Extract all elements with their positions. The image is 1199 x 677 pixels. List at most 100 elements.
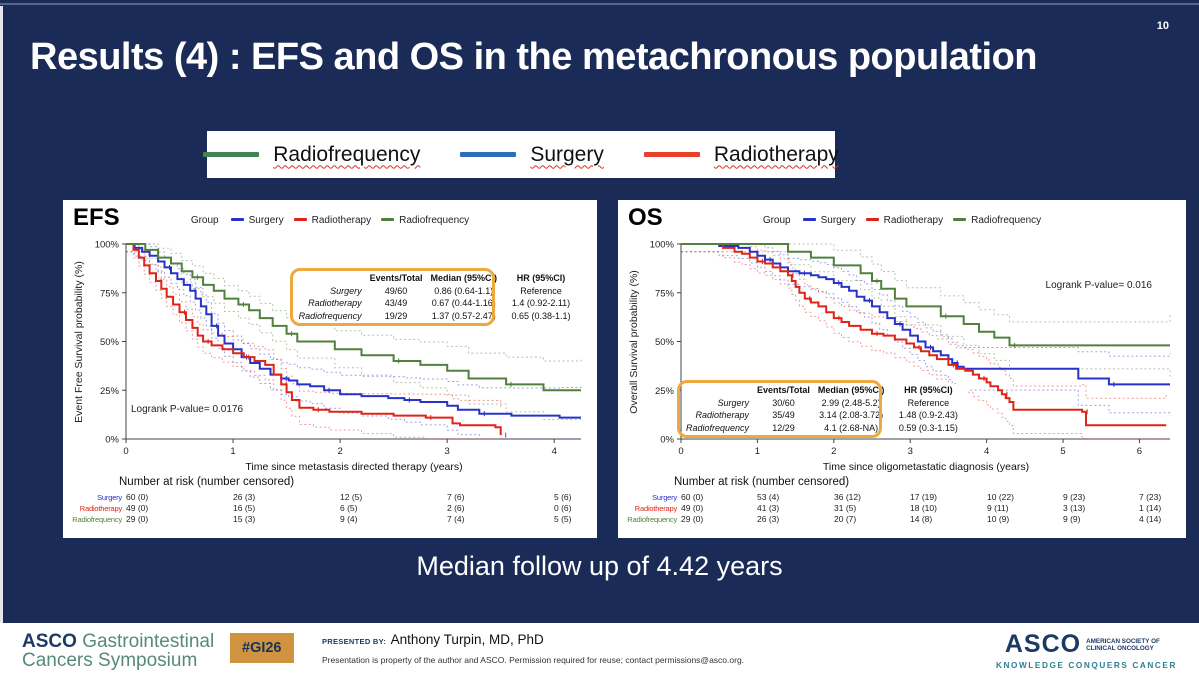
risk-value: 5 (6) — [554, 492, 572, 502]
stats-cell: 1.48 (0.9-2.43) — [898, 410, 958, 420]
axes — [122, 243, 581, 443]
stats-row: Surgery 49/60 0.86 (0.64-1.1) Reference — [295, 285, 581, 298]
group-legend-name: Radiotherapy — [883, 215, 944, 226]
stats-cell: Radiotherapy — [308, 298, 362, 308]
efs-risk-table-title: Number at risk (number censored) — [119, 476, 295, 488]
stats-header-cell: HR (95%CI) — [516, 273, 566, 283]
x-tick-label: 6 — [1137, 446, 1142, 457]
stats-cell: Radiofrequency — [298, 310, 362, 321]
risk-row-surgery: Surgery 60 (0) 26 (3) 12 (5) 7 (6) 5 (6) — [71, 492, 589, 503]
stats-row: Radiotherapy 43/49 0.67 (0.44-1.16) 1.4 (0.… — [295, 297, 581, 310]
y-axis-label: Overall Survival probability (%) — [628, 270, 640, 414]
os-km-plot: 0% 25% 50% 75% 100% 0 1 2 3 4 5 6 Overall Survival p… — [628, 240, 1171, 457]
y-axis-label: Event Free Survival probability (%) — [73, 261, 85, 423]
risk-value: 20 (7) — [834, 514, 857, 524]
risk-value: 14 (8) — [910, 514, 933, 524]
y-tick-label: 25% — [100, 386, 120, 397]
radiofrequency-curve — [126, 243, 581, 392]
slide-title: Results (4) : EFS and OS in the metachro… — [30, 36, 1038, 78]
median-followup-note: Median follow up of 4.42 years — [416, 551, 783, 581]
os-stats-table: Events/Total Median (95%CI) HR (95%CI) Surg… — [677, 380, 969, 438]
stats-cell: 0.86 (0.64-1.1) — [434, 285, 494, 296]
efs-chart-area: 0% 25% 50% 75% 100% 0 1 2 3 4 Event Free Survival … — [71, 236, 589, 461]
efs-panel-header: EFS Group Surgery Radiotherapy Radiofrequen… — [71, 204, 589, 236]
stats-cell: 49/60 — [384, 285, 408, 296]
risk-value: 29 (0) — [681, 514, 704, 524]
symposium-logo: ASCO Gastrointestinal Cancers Symposium — [22, 632, 214, 670]
risk-value: 31 (5) — [834, 503, 857, 513]
legend-item-radiotherapy: Radiotherapy — [643, 143, 839, 167]
risk-value: 36 (12) — [834, 492, 861, 502]
risk-value: 29 (0) — [126, 514, 149, 524]
risk-value: 6 (5) — [340, 503, 358, 513]
stats-header-row: Events/Total Median (95%CI) HR (95%CI) — [682, 384, 968, 397]
stats-table: Events/Total Median (95%CI) HR (95%CI) Surg… — [682, 384, 968, 434]
y-tick-label: 0% — [105, 435, 119, 446]
risk-value: 16 (5) — [233, 503, 256, 513]
x-tick-label: 4 — [984, 446, 989, 457]
os-x-axis-label: Time since oligometastatic diagnosis (ye… — [822, 461, 1030, 473]
x-tick-label: 1 — [755, 446, 760, 457]
legend-item-surgery: Surgery — [460, 143, 604, 167]
risk-row-label: Radiotherapy — [634, 504, 677, 513]
surgery-ci-upper — [126, 243, 582, 389]
efs-panel-title: EFS — [73, 204, 120, 231]
stats-table: Events/Total Median (95%CI) HR (95%CI) Surg… — [295, 272, 581, 322]
risk-value: 9 (23) — [1063, 492, 1086, 502]
presenter-line: PRESENTED BY: Anthony Turpin, MD, PhD — [322, 631, 744, 649]
risk-value: 10 (9) — [987, 514, 1010, 524]
hashtag-badge: #GI26 — [230, 633, 294, 663]
radiotherapy-ci-lower — [681, 251, 1167, 440]
slide-top-edge — [0, 3, 1199, 5]
radiofrequency-ci-lower — [681, 251, 1171, 377]
stats-header-cell: HR (95%CI) — [904, 385, 953, 395]
x-tick-label: 4 — [552, 446, 557, 457]
presenter-name: Anthony Turpin, MD, PhD — [390, 632, 544, 647]
surgery-ci-lower — [681, 251, 1171, 416]
radiofrequency-line-swatch — [203, 152, 260, 157]
os-panel-title: OS — [628, 204, 663, 231]
risk-row-label: Surgery — [97, 493, 122, 502]
y-tick-label: 50% — [100, 337, 120, 348]
risk-value: 7 (23) — [1139, 492, 1162, 502]
legend-label: Radiofrequency — [273, 142, 421, 166]
risk-value: 18 (10) — [910, 503, 937, 513]
risk-row-radiotherapy: Radiotherapy 49 (0) 16 (5) 6 (5) 2 (6) 0 (6) — [71, 503, 589, 514]
disclaimer-text: Presentation is property of the author a… — [322, 655, 745, 665]
group-legend-label: Group — [762, 215, 791, 226]
stats-header-cell: Median (95%CI) — [430, 273, 497, 283]
presented-by-label: PRESENTED BY: — [322, 637, 387, 646]
stats-cell: 2.99 (2.48-5.2) — [821, 397, 881, 408]
risk-value: 9 (9) — [1063, 514, 1081, 524]
stats-cell: Surgery — [717, 397, 750, 408]
radiotherapy-line-swatch — [643, 152, 700, 157]
risk-row-radiofrequency: Radiofrequency 29 (0) 15 (3) 9 (4) 7 (4) 5 (5… — [71, 514, 589, 525]
risk-row-radiofrequency: Radiofrequency 29 (0) 26 (3) 20 (7) 14 (8) 10… — [626, 514, 1178, 525]
risk-value: 49 (0) — [681, 503, 704, 513]
efs-group-legend: Group Surgery Radiotherapy Radiofrequency — [71, 208, 589, 226]
radiotherapy-dash-icon — [865, 217, 879, 221]
efs-x-axis-label: Time since metastasis directed therapy (… — [245, 461, 463, 473]
risk-value: 53 (4) — [757, 492, 780, 502]
radiotherapy-ci-upper — [126, 243, 502, 408]
efs-risk-table: Number at risk (number censored) Surgery… — [71, 476, 589, 525]
radiofrequency-curve — [681, 243, 1170, 347]
risk-value: 2 (6) — [447, 503, 465, 513]
asco-society-name: AMERICAN SOCIETY OF CLINICAL ONCOLOGY — [1086, 637, 1160, 652]
radiofrequency-ci-upper — [681, 243, 1171, 323]
risk-value: 26 (3) — [757, 514, 780, 524]
os-logrank-pvalue: Logrank P-value= 0.016 — [1045, 280, 1152, 291]
legend-label: Surgery — [530, 142, 604, 166]
stats-header-cell: Events/Total — [757, 385, 810, 395]
stats-cell: 35/49 — [772, 410, 795, 420]
x-tick-label: 1 — [230, 446, 235, 457]
surgery-dash-icon — [802, 217, 816, 221]
risk-value: 49 (0) — [126, 503, 149, 513]
symposium-word-2: Cancers Symposium — [22, 650, 198, 671]
stats-cell: 19/29 — [384, 310, 408, 321]
stats-cell: Reference — [907, 397, 950, 408]
stats-header-row: Events/Total Median (95%CI) HR (95%CI) — [295, 272, 581, 285]
risk-value: 1 (14) — [1139, 503, 1162, 513]
asco-logo-wordmark: ASCO — [1004, 630, 1082, 658]
risk-value: 9 (4) — [340, 514, 358, 524]
